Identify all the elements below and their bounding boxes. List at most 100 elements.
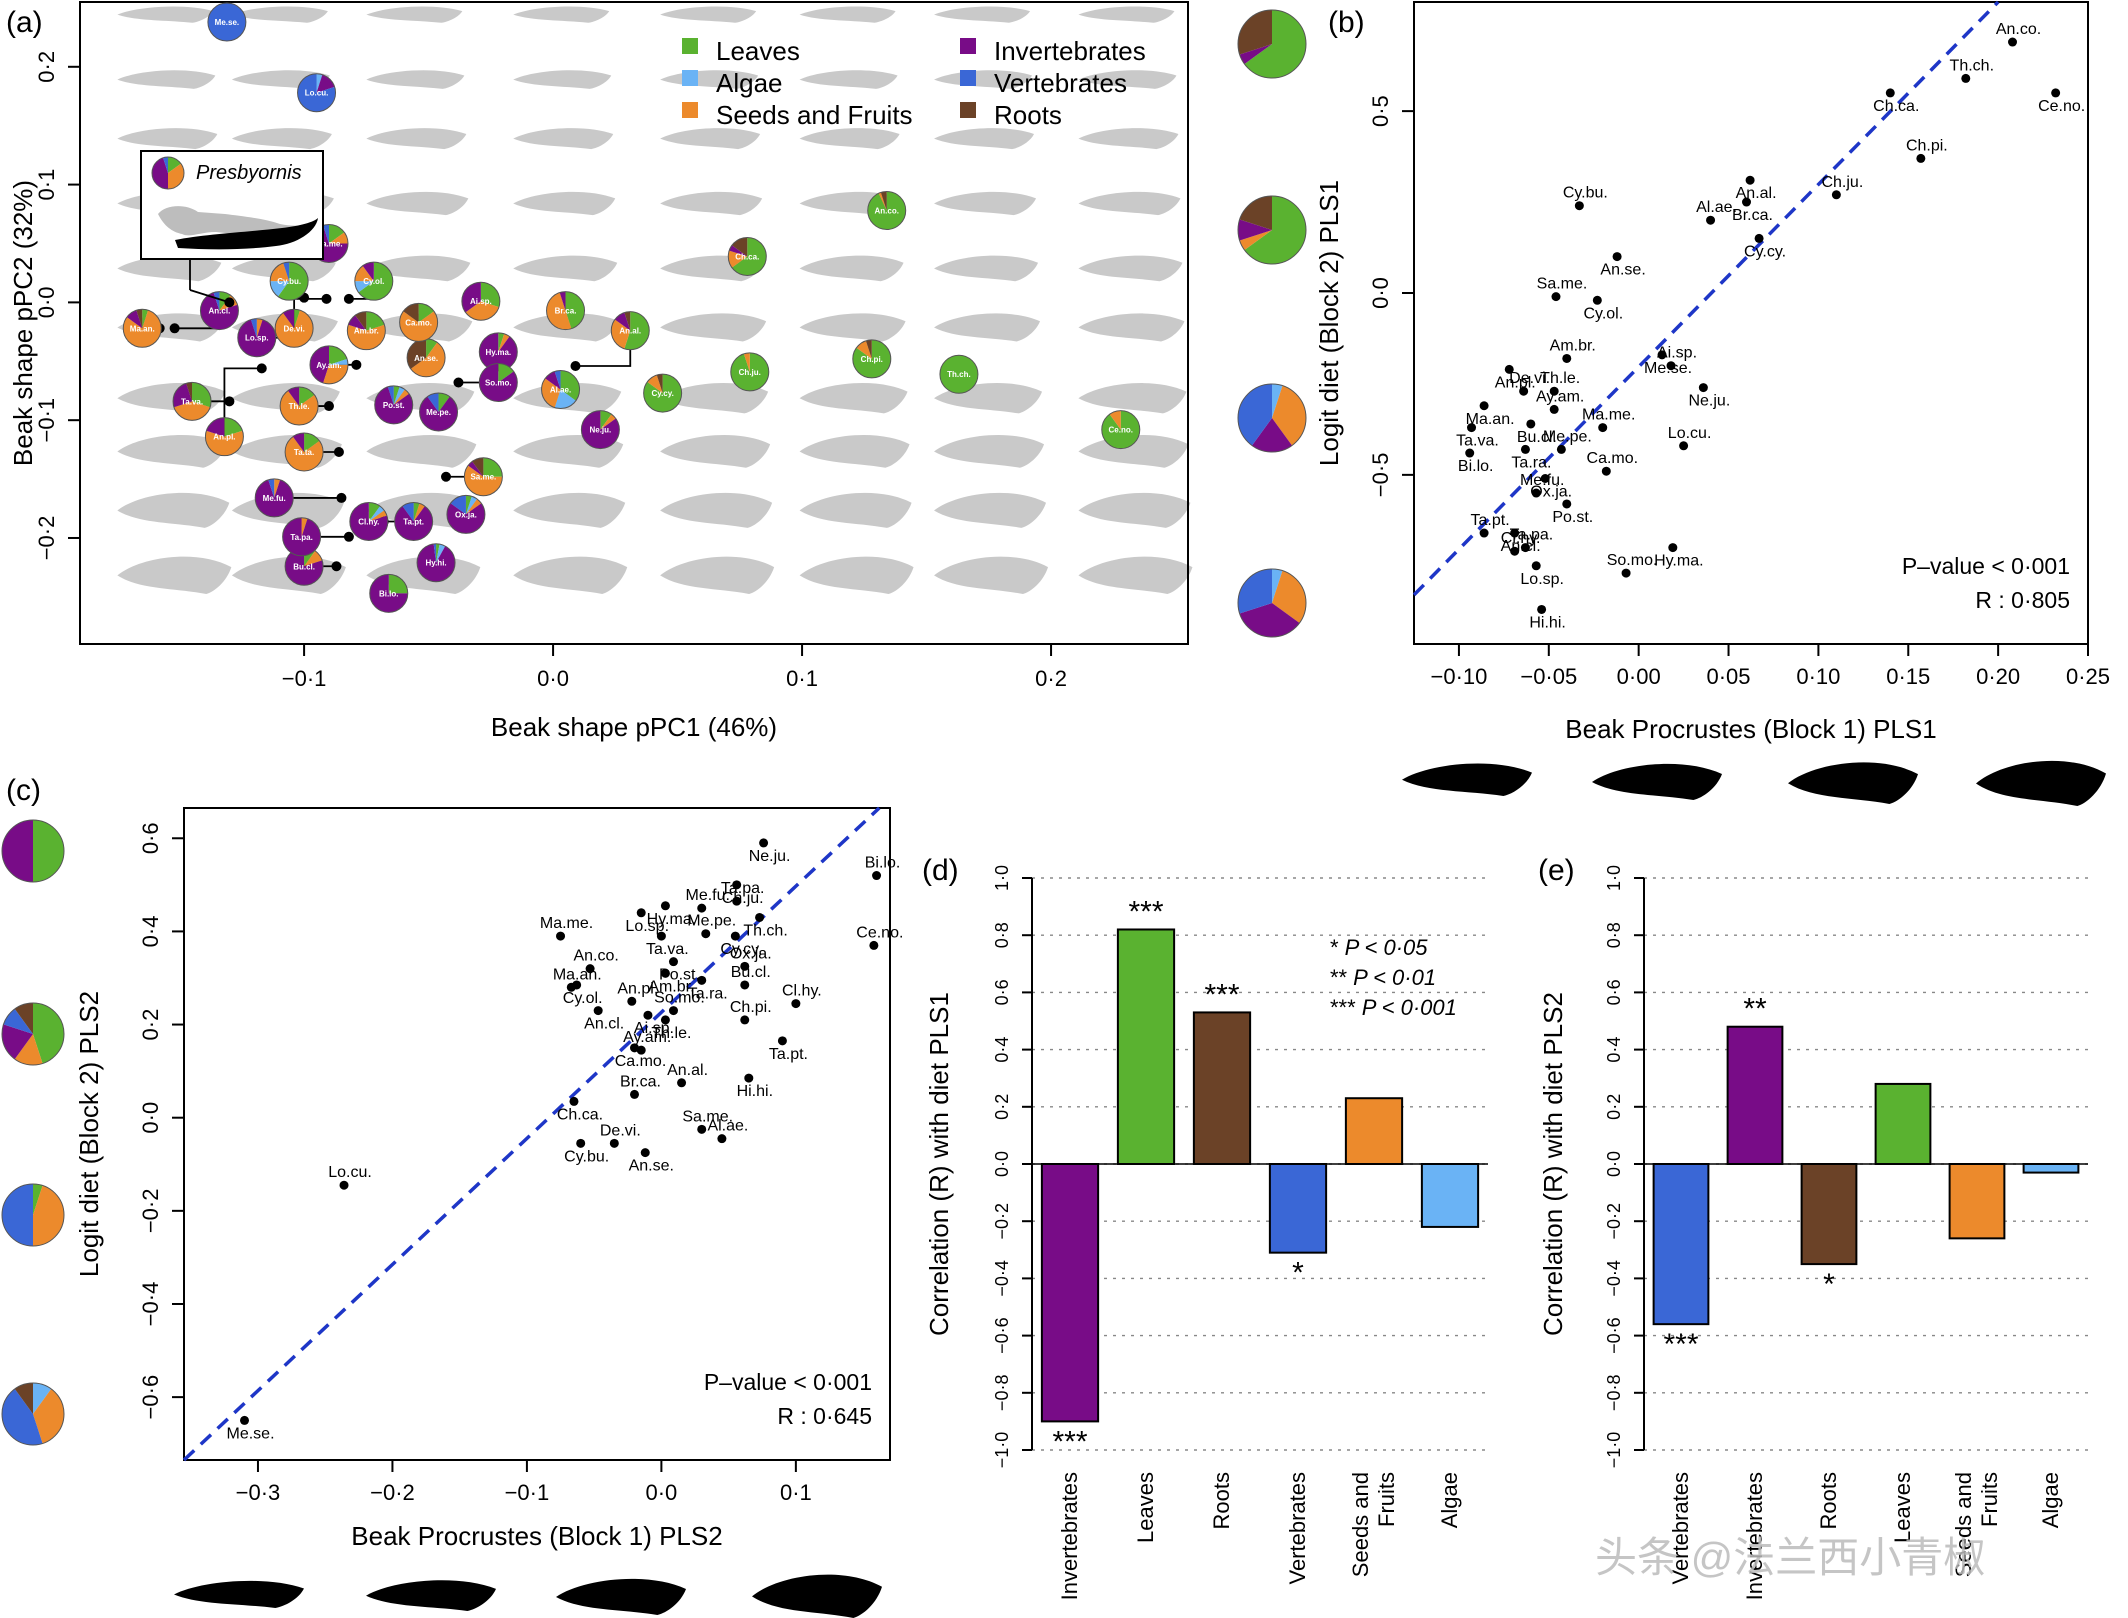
species-pie [274,308,314,348]
data-point [576,1138,586,1148]
data-point [869,940,879,950]
morphospace-beak [513,255,618,282]
species-pie [463,457,503,497]
panel-d-ytick-label: 0·2 [992,1094,1012,1120]
pie-outline [349,501,389,541]
species-pie-label: An.al. [619,327,641,336]
species-pie [939,354,979,394]
pie-slice [498,363,514,383]
legend-label: Leaves [716,36,800,66]
data-point [744,1073,754,1083]
pie-outline [1237,195,1307,265]
panel-c-ytick-label: 0·0 [138,1102,163,1134]
data-point-label: Ta.va. [646,941,689,958]
pie-slice [867,191,906,230]
a-xtick-label: 0·0 [537,666,569,691]
panel-c-ytick-label: −0·2 [138,1189,163,1234]
data-point-label: Br.ca. [1732,207,1773,224]
leader-dot [333,446,344,457]
morphospace-beak [513,70,612,89]
panel-b-xtick-label: 0·00 [1617,664,1661,689]
species-pie-label: Cl.hy. [358,517,379,526]
data-point-label: Bu.cl. [731,964,771,981]
bar [1726,1025,1784,1165]
data-point [660,968,670,978]
data-point [636,908,646,918]
pie-slice [545,371,561,390]
data-point-label: Cy.ol. [563,990,603,1007]
morphospace-beak [799,255,904,282]
pie-slice [541,378,561,408]
data-point [572,980,582,990]
data-point [2008,37,2018,47]
data-point-label: Cl.hy. [1501,530,1541,547]
panel-d-ytick-label: 0·8 [992,922,1012,948]
species-pie-label: Ma.me. [315,239,342,248]
data-point [636,1045,646,1055]
morphospace-beak [1078,128,1179,150]
species-pie [374,385,414,425]
data-point-label: An.al. [1736,185,1777,202]
bar [1874,1082,1932,1166]
morphospace-beak [117,70,216,89]
species-pie [727,236,767,276]
panel-c-ytick-label: 0·6 [138,822,163,854]
pie-slice [255,479,294,517]
species-pie [461,281,501,321]
pie-slice [647,375,663,394]
panel-e-letter: (e) [1538,854,1575,887]
data-point-label: Ch.ju. [722,890,764,907]
pie-slice [1239,603,1300,637]
morphospace-beak [934,70,1033,89]
data-point [240,1415,250,1425]
data-point [1519,386,1529,396]
pie-slice [483,457,503,477]
data-point-label: Hy.ma. [647,911,696,928]
species-pie-label: Lo.cu. [305,89,329,98]
pie-slice [446,503,485,534]
data-point-label: Ta.ra. [1511,454,1551,471]
side-pie-c [1,1183,65,1247]
pie-slice [328,232,348,244]
morphospace-beak [660,492,773,528]
data-point [609,1138,619,1148]
pie-slice [1272,385,1307,446]
data-point [1754,233,1764,243]
data-point [1706,215,1716,225]
data-point-label: Me.fu. [685,887,729,904]
beak-silhouette-icon [1976,760,2106,806]
pie-slice [33,1184,43,1215]
pie-slice [464,465,503,496]
morphospace-beak [366,6,463,23]
pie-slice [270,263,290,282]
data-point [755,912,765,922]
species-pie [254,478,294,518]
pie-outline [237,318,277,358]
pie-slice [192,382,212,408]
panel-c-regression-line [182,806,881,1462]
morphospace-beak [799,313,906,342]
pie-slice [328,345,348,365]
data-point-label: Me.pe. [1543,428,1592,445]
morphospace-beak [231,6,328,23]
pie-slice [387,385,394,405]
legend-swatch [682,102,698,118]
pie-slice [554,389,576,409]
data-point-label: Hy.ma. [1654,553,1703,570]
species-pie [406,338,446,378]
pie-slice [323,224,329,244]
pie-slice [1238,219,1272,241]
data-point-label: Ch.ca. [557,1106,603,1123]
legend-swatch [682,38,698,54]
pie-slice [33,1388,65,1444]
panel-d-letter: (d) [922,854,959,887]
species-pie-label: Bi.lo. [379,589,399,598]
pie-outline [399,302,439,342]
pie-slice [878,192,887,211]
pie-slice [186,382,193,402]
pie-slice [407,338,427,369]
morphospace-beak [934,556,1049,595]
species-pie-label: Th.le. [289,402,310,411]
panel-e-ytick-label: 0·8 [1604,922,1624,948]
